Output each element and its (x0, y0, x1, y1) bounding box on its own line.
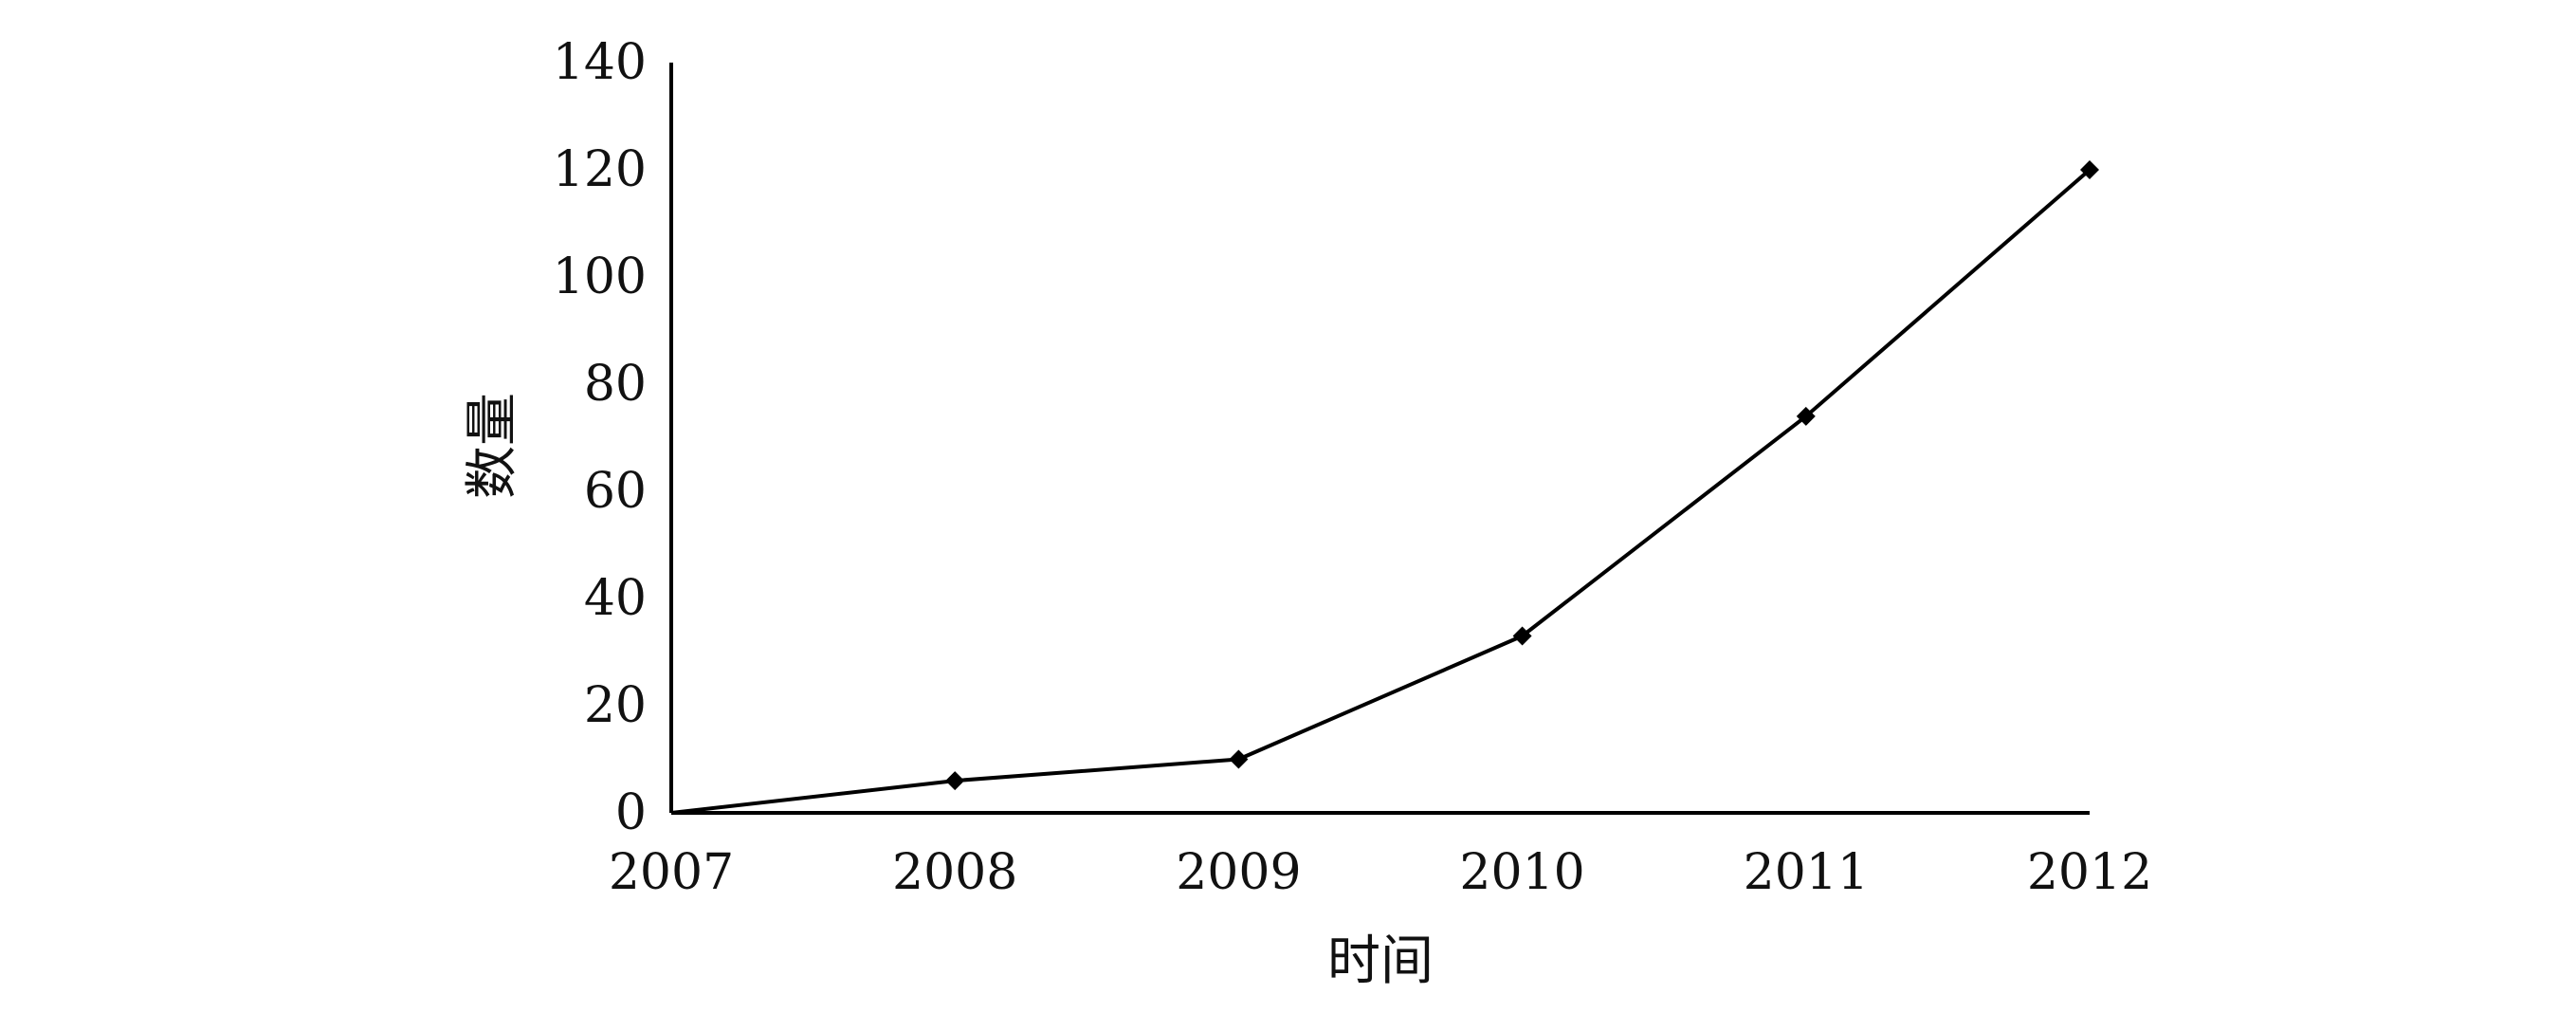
data-point-marker (1512, 626, 1532, 646)
y-axis-tick-labels: 0 20 40 60 80 100 120 140 (553, 34, 647, 841)
data-point-marker (1796, 406, 1816, 426)
data-point-marker (1229, 749, 1249, 769)
x-axis-title: 时间 (1327, 930, 1434, 992)
x-tick-label: 2012 (2027, 844, 2152, 901)
y-tick-label: 0 (615, 784, 647, 841)
y-tick-label: 60 (584, 463, 647, 520)
y-axis-title: 数量 (462, 393, 523, 499)
y-tick-label: 20 (584, 677, 647, 734)
x-tick-label: 2008 (892, 844, 1017, 901)
x-axis-tick-labels: 2007 2008 2009 2010 2011 2012 (609, 844, 2152, 901)
x-tick-label: 2011 (1744, 844, 1869, 901)
data-point-marker (2080, 160, 2099, 179)
y-tick-label: 40 (584, 570, 647, 627)
x-tick-label: 2010 (1459, 844, 1584, 901)
series-line (670, 168, 2092, 815)
y-tick-label: 120 (553, 141, 647, 198)
x-tick-label: 2007 (609, 844, 734, 901)
data-point-marker (945, 771, 965, 791)
y-tick-label: 140 (553, 34, 647, 91)
y-tick-label: 80 (584, 356, 647, 413)
y-tick-label: 100 (553, 249, 647, 305)
x-tick-label: 2009 (1176, 844, 1301, 901)
series-layer (670, 160, 2099, 815)
